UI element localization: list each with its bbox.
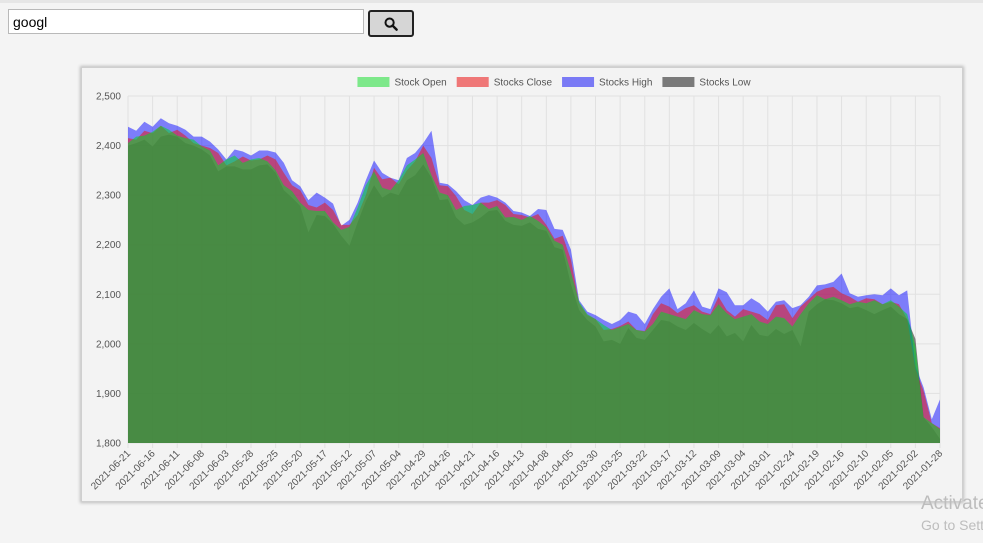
- search-input[interactable]: [8, 9, 364, 34]
- legend-swatch: [456, 77, 489, 87]
- legend-label: Stock Open: [394, 78, 446, 89]
- series-area-stock-open: [128, 125, 940, 444]
- y-tick-label: 1,800: [96, 439, 121, 450]
- search-icon: [384, 17, 398, 31]
- page-top-border: [0, 0, 983, 3]
- legend-swatch: [562, 77, 595, 87]
- y-tick-label: 2,500: [96, 92, 121, 103]
- activate-windows-watermark: Activate Windows Go to Settings to activ…: [921, 492, 983, 534]
- y-tick-label: 2,400: [96, 141, 121, 152]
- y-tick-label: 2,000: [96, 339, 121, 350]
- legend-label: Stocks Close: [494, 78, 553, 89]
- chart-card: 1,800 1,900 2,000 2,100 2,200 2,300 2,400 2,500…: [81, 67, 963, 502]
- stock-area-chart: 1,800 1,900 2,000 2,100 2,200 2,300 2,400 2,500…: [89, 77, 945, 492]
- legend-swatch: [662, 77, 695, 87]
- watermark-subtitle: Go to Settings to activate Windows.: [921, 517, 983, 533]
- y-tick-label: 2,300: [96, 191, 121, 202]
- legend-label: Stocks High: [599, 78, 652, 89]
- search-button[interactable]: [368, 10, 414, 37]
- y-tick-label: 2,100: [96, 290, 121, 301]
- y-tick-label: 2,200: [96, 240, 121, 251]
- watermark-title: Activate Windows: [921, 493, 983, 514]
- y-tick-label: 1,900: [96, 389, 121, 400]
- legend-label: Stocks Low: [699, 78, 751, 89]
- legend-swatch: [357, 77, 390, 87]
